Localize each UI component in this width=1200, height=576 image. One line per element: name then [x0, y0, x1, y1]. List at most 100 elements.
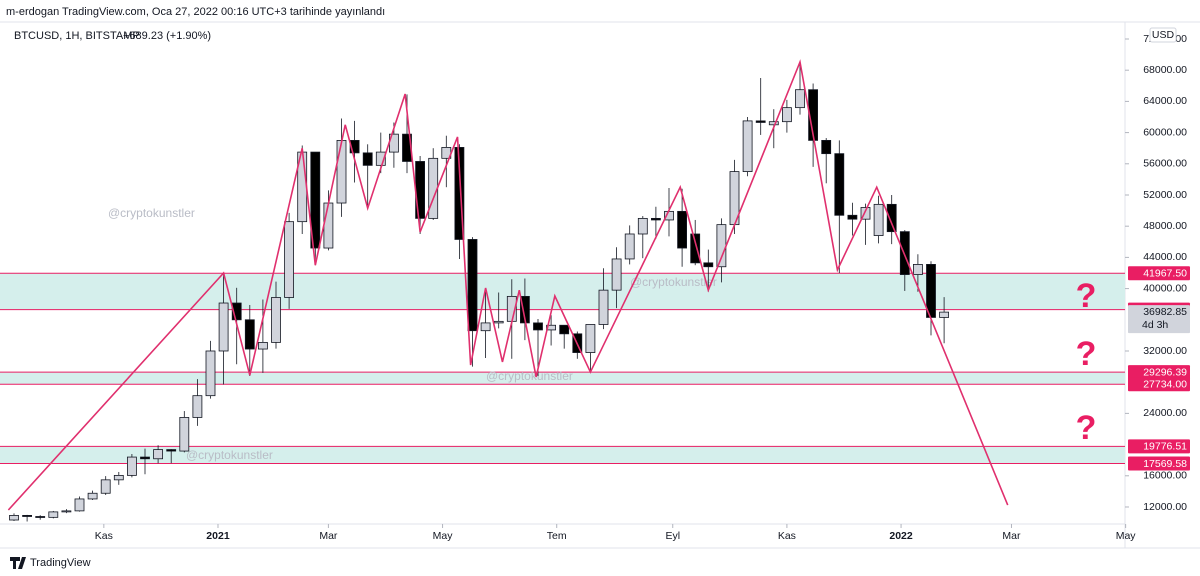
candle-body: [179, 417, 190, 452]
y-tick-label: 44000.00: [1143, 251, 1187, 263]
level-label-box: [1128, 377, 1190, 392]
y-tick-label: 64000.00: [1143, 95, 1187, 107]
candle-body: [847, 214, 858, 220]
candle-body: [257, 342, 268, 350]
candle-body: [48, 511, 59, 518]
candle-body: [624, 233, 635, 260]
candle-body: [768, 121, 779, 126]
level-label-box: [1128, 266, 1190, 281]
candle-body: [192, 395, 203, 418]
y-tick-label: 40000.00: [1143, 282, 1187, 294]
candle-body: [218, 302, 229, 352]
y-tick-label: 68000.00: [1143, 64, 1187, 76]
candle-body: [899, 231, 910, 275]
candle-body: [284, 221, 295, 298]
candle-body: [559, 324, 570, 335]
level-label: 27734.00: [1143, 379, 1187, 391]
candle-body: [35, 516, 46, 518]
watermark: @cryptokunstler: [186, 448, 273, 462]
level-label-box: [1128, 439, 1190, 454]
candle-body: [362, 152, 373, 166]
currency: USD: [1152, 29, 1175, 41]
x-tick-label: Kas: [95, 530, 113, 542]
level-label-box: [1128, 456, 1190, 471]
candle-body: [755, 120, 766, 123]
watermark: @cryptokunstler: [108, 206, 195, 220]
candle-body: [873, 203, 884, 236]
candle-body: [939, 311, 949, 318]
header-title: m-erdogan TradingView.com, Oca 27, 2022 …: [6, 6, 385, 18]
y-tick-label: 12000.00: [1143, 501, 1187, 513]
watermark: @cryptokunstler: [630, 275, 717, 289]
y-tick-label: 24000.00: [1143, 407, 1187, 419]
x-tick-label: Mar: [319, 530, 338, 542]
candle-body: [100, 479, 111, 494]
candle-body: [22, 515, 33, 517]
candle-body: [493, 320, 504, 324]
y-tick-label: 48000.00: [1143, 220, 1187, 232]
candle-body: [127, 456, 137, 476]
y-tick-label: 60000.00: [1143, 126, 1187, 138]
y-tick-label: 52000.00: [1143, 189, 1187, 201]
candle-body: [795, 89, 805, 109]
y-tick-label: 32000.00: [1143, 345, 1187, 357]
candle-body: [677, 210, 687, 249]
candle-body: [821, 139, 832, 155]
candle-body: [834, 153, 845, 216]
candle-body: [454, 147, 465, 240]
countdown: 4d 3h: [1142, 319, 1168, 331]
candle-body: [782, 107, 792, 123]
question-mark: ?: [1076, 409, 1097, 447]
x-tick-label: 2021: [206, 530, 230, 542]
candle-body: [480, 322, 491, 332]
level-label: 17569.58: [1143, 458, 1187, 470]
question-mark: ?: [1076, 277, 1097, 315]
zone: [0, 273, 1125, 310]
candle-body: [860, 207, 871, 220]
x-tick-label: Mar: [1002, 530, 1021, 542]
candle-body: [651, 217, 661, 221]
candle-body: [375, 151, 386, 166]
level-label: 41967.50: [1143, 268, 1187, 280]
y-tick-label: 16000.00: [1143, 470, 1187, 482]
candle-body: [231, 302, 242, 321]
x-tick-label: Eyl: [665, 530, 680, 542]
candle-body: [9, 515, 19, 521]
candle-body: [271, 297, 281, 343]
plot-area: @cryptokunstler @cryptokunstler @cryptokun…: [0, 59, 1125, 522]
level-label: 29296.39: [1143, 366, 1187, 378]
candle-body: [611, 258, 622, 291]
candle-body: [533, 322, 543, 331]
x-tick-label: May: [433, 530, 454, 542]
candle-body: [349, 139, 360, 154]
candle-body: [703, 262, 714, 268]
candle-body: [637, 217, 648, 235]
candle-body: [716, 224, 727, 268]
change: +689.23 (+1.90%): [123, 30, 211, 42]
zone: [0, 372, 1125, 385]
last-price-box: [1128, 305, 1190, 334]
candle-body: [140, 456, 150, 460]
level-label-box: [1128, 365, 1190, 380]
x-tick-label: Kas: [778, 530, 796, 542]
candle-body: [205, 350, 216, 397]
candle-body: [467, 239, 478, 332]
brand-logo: [10, 557, 26, 569]
candle-body: [323, 202, 334, 249]
candle-body: [166, 449, 177, 452]
last-price-label: 36982.85: [1143, 306, 1187, 318]
candle-body: [310, 151, 321, 249]
zigzag-drawing: [7, 59, 1009, 511]
candle-body: [598, 289, 609, 325]
candle-body: [336, 139, 347, 204]
watermark: @cryptokunstler: [486, 369, 573, 383]
candle-body: [808, 89, 818, 141]
candle-body: [585, 324, 596, 353]
currency-box: [1149, 27, 1177, 43]
x-tick-label: Tem: [547, 530, 567, 542]
question-mark: ?: [1076, 335, 1097, 373]
brand: TradingView: [30, 557, 91, 569]
candle-body: [886, 203, 897, 233]
candle-body: [61, 510, 72, 513]
